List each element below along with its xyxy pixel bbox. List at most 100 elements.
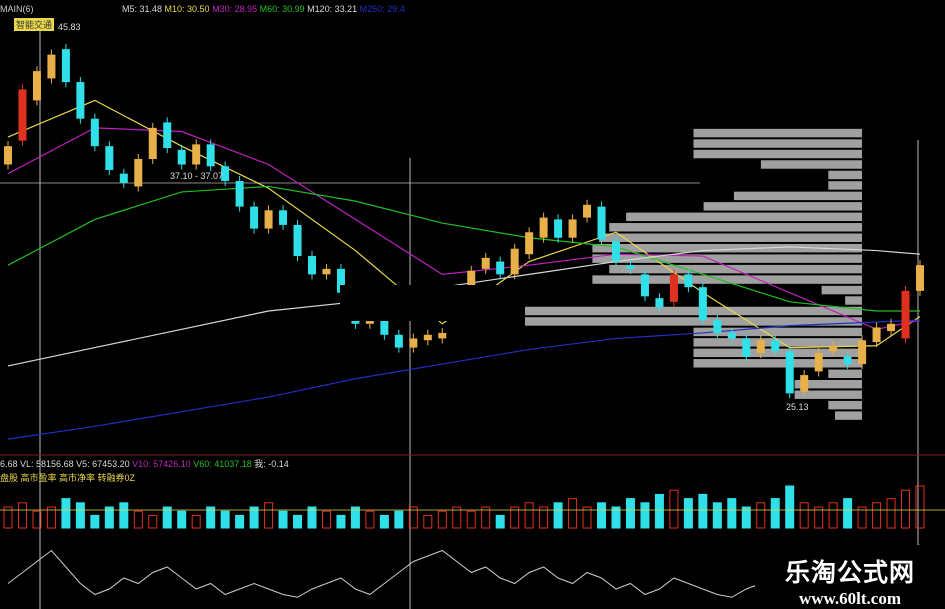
volume-bar [886,498,896,529]
candle-body [409,338,418,348]
candle-body [771,340,780,352]
volume-bar [683,498,693,529]
volume-bar [220,510,230,529]
low-label: 25.13 [786,402,809,412]
profile-bar [828,369,862,378]
volume-bar [394,510,404,529]
candle-body [539,217,548,238]
candle-body [785,351,794,394]
profile-bar [703,202,862,211]
profile-bar [693,149,862,159]
profile-bar [794,379,862,389]
profile-bar [733,191,862,201]
volume-bar [727,498,737,529]
ma-line-m120 [7,246,921,367]
candle-body [438,332,447,339]
candle-body [583,204,592,218]
candle-body [336,268,345,293]
candle-body [597,206,606,240]
candle-body [756,340,765,354]
volume-bar [799,502,809,529]
volume-bar [495,514,505,529]
candle-body [872,327,881,343]
volume-bar [654,493,664,529]
candle-body [800,375,809,392]
candle-body [380,310,389,335]
stock-badge: 智能交通 [14,18,55,31]
ma-legend-item-4: M120: 33.21 [307,4,360,14]
profile-bar [609,264,862,274]
profile-bar [693,359,862,368]
candlesticks [4,44,924,399]
ma-legend-item-1: M10: 30.50 [164,4,213,14]
watermark-title: 乐淘公式网 [784,558,915,587]
volume-bar [539,506,549,529]
watermark: 乐淘公式网 www.60lt.com [755,545,945,609]
volume-bar [119,502,129,529]
candle-body [626,265,635,269]
volume-bar [712,502,722,529]
candle-body [640,274,649,297]
candle-body [192,144,201,165]
volume-bar [321,510,331,529]
profile-bar [845,296,862,305]
candle-body [18,89,27,141]
candle-body [308,256,316,275]
volume-legend-item-5: 我: -0.14 [254,459,289,469]
volume-legend-item-4: V60: 41037.18 [193,459,255,469]
volume-bar [379,514,389,529]
volume-bar [133,510,143,529]
volume-bar [872,502,882,529]
candle-body [713,320,722,333]
volume-bar [162,506,172,529]
candle-body [47,54,56,79]
volume-legend: 6.68 VL: 58156.68 V5: 67453.20 V10: 5742… [0,457,289,470]
volume-bar [582,506,592,529]
volume-bar [741,506,751,529]
ma-legend-item-0: M5: 31.48 [122,4,165,14]
volume-bar [915,485,925,529]
volume-bar [249,506,259,529]
volume-bar [901,489,911,529]
volume-bar [625,498,635,529]
volume-bar [814,506,824,529]
ma-legend: M5: 31.48 M10: 30.50 M30: 28.95 M60: 30.… [122,4,405,14]
candle-body [655,298,664,308]
candle-body [481,257,490,269]
volume-bar [466,510,476,529]
candle-body [105,146,114,170]
candle-body [293,224,302,257]
volume-bar [3,506,13,529]
profile-bar [828,181,862,190]
candle-body [727,332,736,339]
candle-body [206,144,215,167]
volume-profile [525,128,862,420]
profile-bar [828,170,862,180]
profile-bar [835,411,862,420]
profile-bar [693,128,862,138]
candle-body [177,149,186,165]
ma-line-m250 [7,319,921,440]
candle-body [148,127,157,159]
volume-bar [437,510,447,529]
candle-body [394,334,403,348]
volume-bar [669,489,679,529]
candle-body [684,274,693,288]
profile-bar [525,306,862,316]
volume-bar [423,514,433,529]
profile-bar [693,327,862,337]
candle-body [76,82,85,119]
candle-body [119,173,128,183]
profile-bar [609,223,862,232]
volume-legend-item-3: V10: 57426.10 [132,459,194,469]
volume-legend-item-0: 6.68 [0,459,21,469]
volume-bar [524,502,534,529]
volume-bar [336,514,346,529]
candle-body [322,268,331,275]
profile-bar [794,390,862,399]
volume-bar [90,514,100,529]
profile-bar [693,348,862,358]
candle-body [525,232,534,255]
volume-bar [104,506,114,529]
